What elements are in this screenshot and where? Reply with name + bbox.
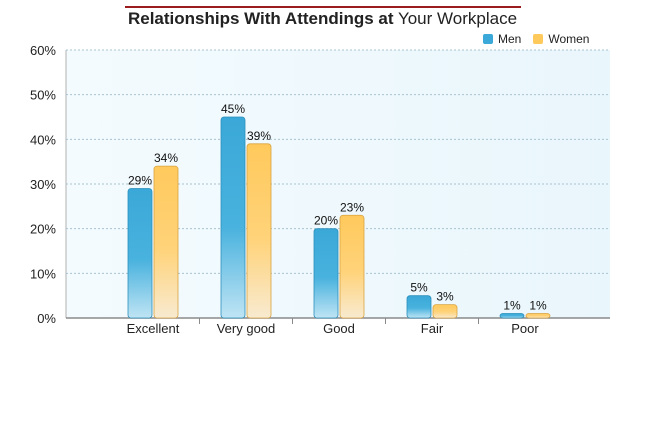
- y-tick-label: 50%: [30, 88, 56, 103]
- legend-swatch-women: [533, 34, 544, 44]
- x-tick-label: Good: [323, 321, 355, 336]
- data-label-women: 1%: [529, 299, 547, 313]
- data-label-men: 5%: [410, 281, 428, 295]
- x-tick-label: Fair: [421, 321, 444, 336]
- data-label-men: 29%: [128, 173, 152, 187]
- bar-women: [339, 214, 365, 319]
- y-tick-label: 20%: [30, 222, 56, 237]
- x-tick-label: Poor: [511, 321, 539, 336]
- chart-title-bold: Relationships With Attendings at: [127, 9, 394, 28]
- x-tick-label: Excellent: [127, 321, 180, 336]
- bar-women: [525, 313, 551, 319]
- y-tick-label: 0%: [37, 311, 56, 326]
- bar-men: [220, 116, 246, 319]
- legend-label-men: Men: [498, 32, 522, 46]
- bar-women: [432, 304, 458, 319]
- y-tick-label: 10%: [30, 266, 56, 281]
- data-label-women: 23%: [340, 200, 364, 214]
- bar-women: [246, 143, 272, 319]
- legend-item-men: Men: [483, 32, 521, 46]
- data-label-men: 45%: [221, 102, 245, 116]
- legend-swatch-men: [483, 34, 493, 44]
- chart-title: Relationships With Attendings at Your Wo…: [0, 9, 645, 29]
- y-tick-label: 60%: [30, 43, 56, 58]
- x-tick-label: Very good: [217, 321, 276, 336]
- data-label-men: 1%: [503, 299, 521, 313]
- title-rule: [125, 6, 521, 8]
- data-label-women: 39%: [247, 129, 271, 143]
- data-label-men: 20%: [314, 214, 338, 228]
- y-tick-label: 30%: [30, 177, 56, 192]
- data-label-women: 34%: [154, 151, 178, 165]
- bar-men: [313, 228, 339, 319]
- legend: Men Women: [483, 32, 601, 46]
- data-label-women: 3%: [436, 290, 454, 304]
- y-tick-label: 40%: [30, 132, 56, 147]
- bar-men: [127, 188, 153, 319]
- legend-label-women: Women: [548, 32, 590, 46]
- bar-men: [406, 295, 432, 319]
- bar-men: [499, 313, 525, 319]
- chart-title-normal: Your Workplace: [397, 9, 518, 28]
- legend-item-women: Women: [533, 32, 589, 46]
- bar-women: [153, 165, 179, 319]
